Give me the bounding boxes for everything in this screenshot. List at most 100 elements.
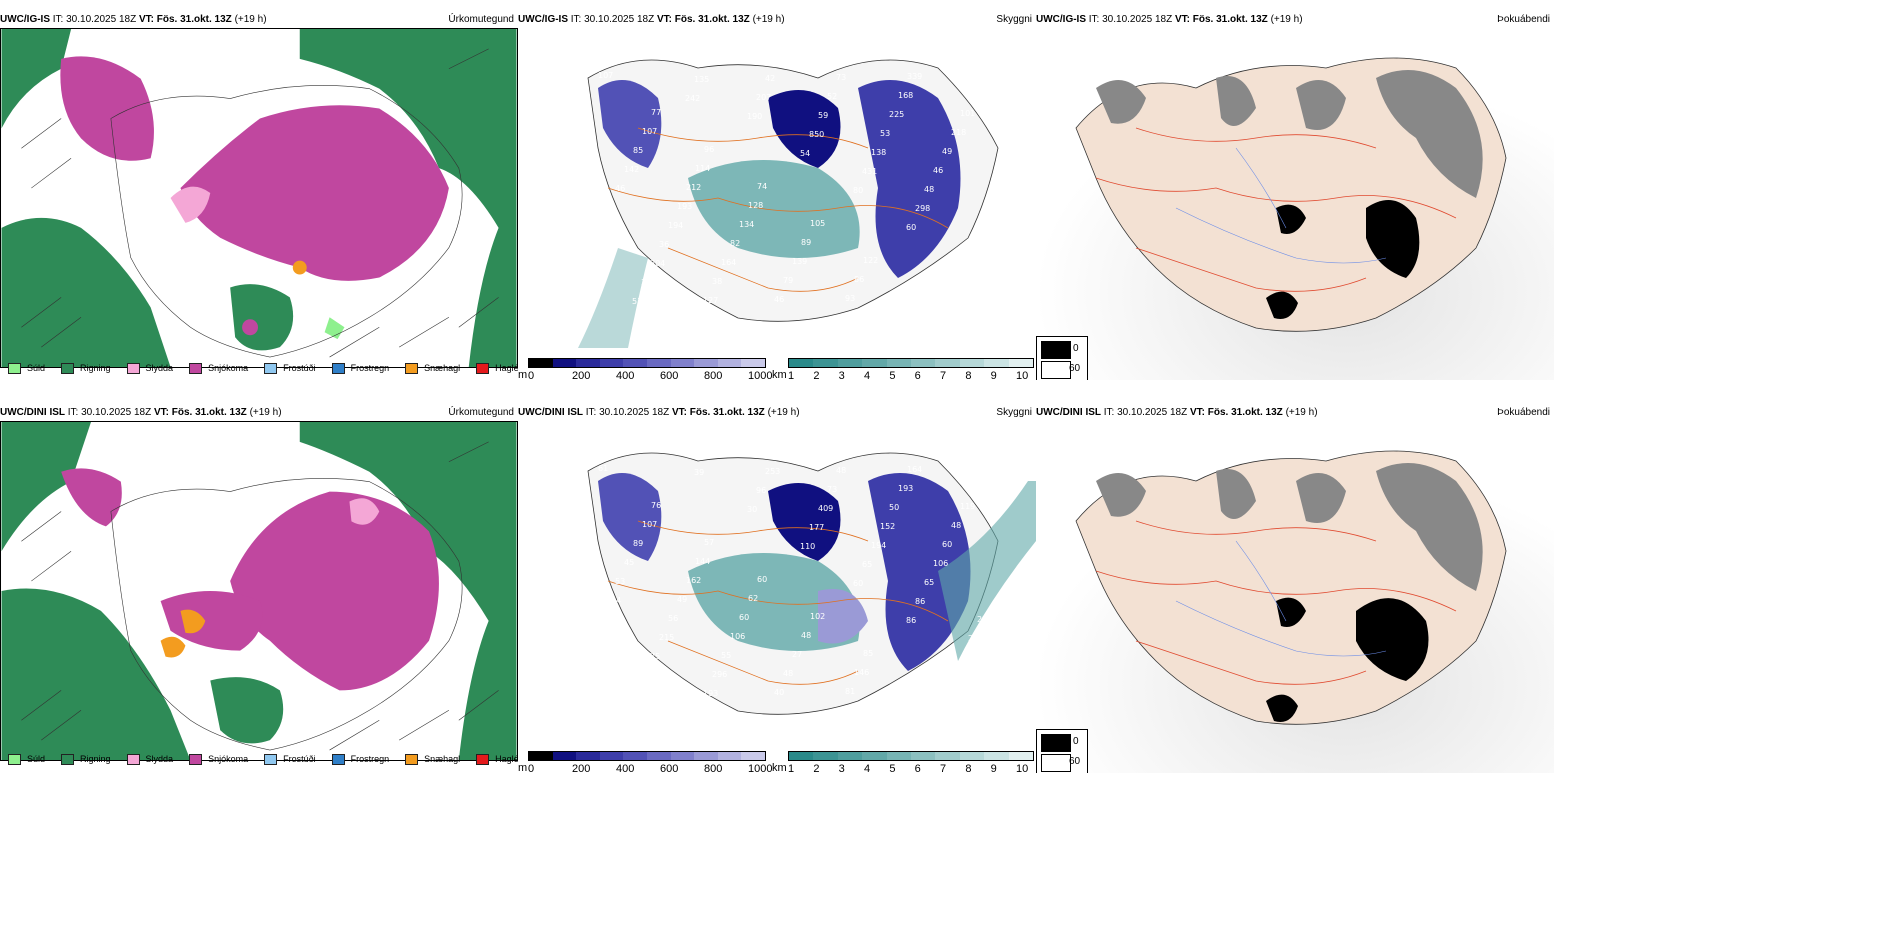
legend-item-7: Haglél: [476, 753, 518, 765]
colorbar-tick-label: 6: [914, 370, 921, 380]
colorbar-step-7: [959, 359, 985, 367]
cloud-base-value-label: 215: [659, 633, 674, 642]
panel-title: Þokuábendi: [1497, 407, 1550, 418]
cloud-base-value-label: 193: [898, 484, 913, 493]
cloud-base-value-label: 304: [650, 259, 665, 268]
cloud-base-value-label: 114: [695, 164, 710, 173]
colorbar-step-0: [529, 359, 553, 367]
valid-time: VT: Fös. 31.okt. 13Z: [138, 14, 232, 25]
colorbar-tick-label: 0: [528, 763, 535, 773]
cloud-base-value-label: 53: [880, 129, 890, 138]
cloud-base-value-label: 62: [748, 594, 758, 603]
colorbar-step-8: [984, 752, 1009, 760]
cloud-base-value-label: 48: [783, 669, 793, 678]
cloud-base-value-label: 59: [818, 111, 828, 120]
legend-label: Frostúði: [283, 754, 316, 764]
legend-item-6: Snæhagl: [405, 362, 461, 374]
cloud-base-value-label: 221: [977, 615, 992, 624]
colorbar-step-7: [694, 752, 718, 760]
legend-swatch: [126, 362, 140, 374]
colorbar-step-5: [911, 752, 936, 760]
cloud-base-visibility-panel-top: UWC/IG-IS IT: 30.10.2025 18Z VT: Fös. 31…: [518, 12, 1036, 380]
legend-swatch: [264, 362, 278, 374]
cloud-base-value-label: 86: [906, 616, 916, 625]
legend-item-5: Frostregn: [331, 753, 389, 765]
colorbar-step-5: [911, 359, 936, 367]
panel-title: Úrkomutegund: [448, 14, 514, 25]
cloud-base-value-label: 73: [836, 73, 846, 82]
colorbar-step-3: [862, 359, 887, 367]
fog-legend: 0 60: [1036, 729, 1088, 773]
cloud-base-value-label: 85: [633, 146, 643, 155]
cloud-base-value-label: 60: [906, 223, 916, 232]
colorbar-tick-label: 10: [1016, 763, 1029, 773]
colorbar-step-3: [862, 752, 887, 760]
cloud-base-value-label: 176: [977, 222, 992, 231]
panel-header: UWC/DINI ISL IT: 30.10.2025 18Z VT: Fös.…: [0, 405, 282, 421]
cloud-base-value-label: 194: [871, 541, 886, 550]
fog-legend-max-swatch: [1041, 754, 1071, 772]
colorbar-step-2: [576, 359, 600, 367]
legend-swatch: [189, 362, 203, 374]
cloud-base-value-label: 36: [659, 240, 669, 249]
cloud-base-value-label: 106: [730, 632, 745, 641]
lead-time: (+19 h): [767, 407, 800, 418]
legend-swatch: [476, 753, 490, 765]
legend-label: Snæhagl: [424, 754, 461, 764]
init-time: IT: 30.10.2025 18Z: [1103, 407, 1188, 418]
legend-swatch: [189, 753, 203, 765]
legend-label: Haglél: [495, 754, 518, 764]
lead-time: (+19 h): [234, 14, 267, 25]
cloud-base-value-label: 139: [792, 257, 807, 266]
colorbar-tick-label: 7: [940, 370, 947, 380]
model-name: UWC/DINI ISL: [0, 407, 65, 418]
fog-legend-min-swatch: [1041, 734, 1071, 752]
legend-item-6: Snæhagl: [405, 753, 461, 765]
cloud-base-value-label: 339: [907, 72, 922, 81]
fog-indicator-panel-bottom: UWC/DINI ISL IT: 30.10.2025 18Z VT: Fös.…: [1036, 405, 1554, 773]
colorbar-step-4: [886, 752, 912, 760]
visibility-unit: km: [772, 762, 787, 773]
cloud-base-value-label: 51: [632, 297, 642, 306]
fog-legend-max: 60: [1069, 363, 1081, 374]
cloud-base-value-label: 48: [801, 631, 811, 640]
cloud-base-value-label: 89: [801, 238, 811, 247]
cloud-base-value-label: 54: [800, 149, 810, 158]
cloud-base-value-label: 76: [651, 501, 661, 510]
cloud-base-value-label: 45: [624, 558, 634, 567]
legend-swatch: [331, 362, 345, 374]
colorbar-tick-label: 1000: [748, 370, 773, 380]
cloud-base-value-label: 46: [933, 166, 943, 175]
cloud-base-value-label: 134: [739, 220, 754, 229]
cloud-base-colorbar: m 0 200 400 600 800 1000: [518, 751, 772, 773]
legend-swatch: [61, 753, 75, 765]
cloud-base-value-label: 124: [916, 293, 931, 302]
legend-label: Rigning: [80, 754, 111, 764]
legend-label: Haglél: [495, 363, 518, 373]
colorbar-step-5: [646, 359, 671, 367]
colorbar-tick-label: 400: [616, 370, 635, 380]
precip-type-panel-bottom: UWC/DINI ISL IT: 30.10.2025 18Z VT: Fös.…: [0, 405, 518, 773]
cloud-base-value-label: 39: [694, 468, 704, 477]
cloud-base-value-label: 30: [747, 505, 757, 514]
precip-type-legend: Súld Rigning Slydda Snjókoma Frostúði Frostre…: [0, 358, 518, 378]
legend-label: Snæhagl: [424, 363, 461, 373]
cloud-base-value-label: 48: [951, 521, 961, 530]
legend-label: Frostregn: [350, 363, 390, 373]
visibility-unit: km: [772, 369, 787, 380]
cloud-base-value-label: 173: [969, 483, 984, 492]
fog-legend-min-swatch: [1041, 341, 1071, 359]
fog-legend-max-swatch: [1041, 361, 1071, 379]
colorbar-tick-label: 200: [572, 763, 591, 773]
cloud-base-value-label: 298: [915, 204, 930, 213]
cloud-base-value-label: 409: [818, 504, 833, 513]
colorbar-tick-label: 7: [940, 763, 947, 773]
colorbar-tick-label: 400: [616, 763, 635, 773]
colorbar-step-9: [741, 359, 765, 367]
cloud-base-value-label: 142: [624, 165, 639, 174]
cloud-base-value-label: 110: [800, 542, 815, 551]
init-time: IT: 30.10.2025 18Z: [585, 407, 670, 418]
legend-item-3: Snjókoma: [189, 362, 248, 374]
colorbar-step-7: [959, 752, 985, 760]
colorbar-step-8: [984, 359, 1009, 367]
